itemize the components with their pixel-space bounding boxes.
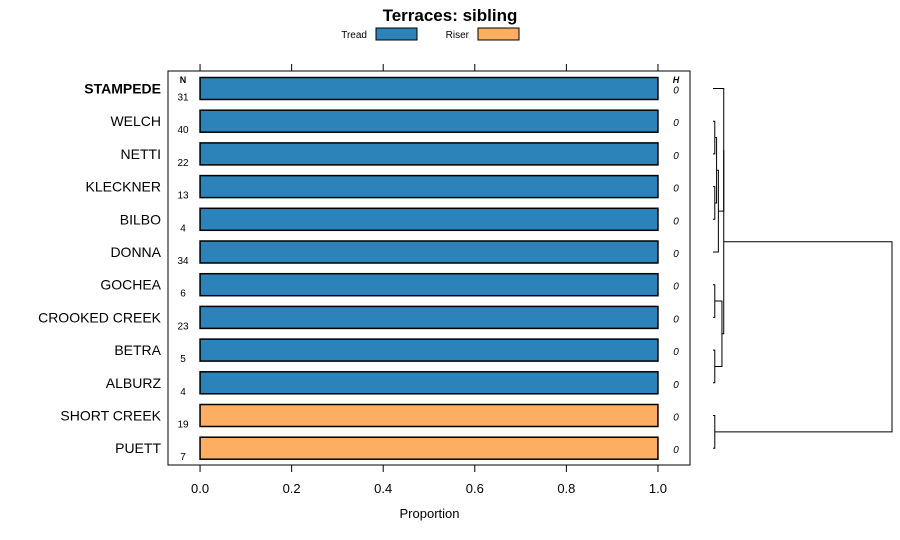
chart-title: Terraces: sibling (383, 6, 518, 25)
x-tick-label: 0.2 (283, 481, 301, 496)
bar-row: DONNA 34 0 (110, 240, 679, 267)
n-value: 13 (177, 191, 189, 202)
x-tick-label: 0.6 (466, 481, 484, 496)
n-value: 19 (177, 420, 189, 431)
legend-label-riser: Riser (446, 30, 470, 41)
bar-row: GOCHEA 6 0 (100, 272, 679, 300)
bar-row: WELCH 40 0 (110, 109, 679, 136)
plot-frame (167, 70, 691, 466)
h-value: 0 (673, 445, 679, 456)
bar-tread (199, 174, 659, 199)
n-value: 4 (180, 223, 186, 234)
dendrogram-branch (713, 186, 716, 220)
bar-row: NETTI 22 0 (121, 142, 679, 169)
bar-row: ALBURZ 4 0 (106, 371, 679, 398)
category-label: BETRA (114, 342, 161, 358)
category-label: ALBURZ (106, 375, 162, 391)
h-value: 0 (673, 86, 679, 97)
n-value: 5 (180, 354, 186, 365)
h-value: 0 (673, 216, 679, 227)
category-label: WELCH (110, 113, 161, 129)
n-value: 23 (177, 321, 189, 332)
bar-tread (199, 240, 659, 264)
dendrogram-branch (713, 415, 716, 449)
x-tick-label: 0.8 (557, 481, 575, 496)
category-label: CROOKED CREEK (38, 309, 162, 325)
n-value: 31 (177, 93, 189, 104)
dendrogram-branch (713, 120, 716, 155)
category-label: STAMPEDE (84, 81, 161, 97)
category-label: BILBO (120, 211, 161, 227)
dendrogram-branch (713, 169, 719, 253)
bar-rows: STAMPEDE310WELCH400NETTI220KLECKNER130BI… (38, 76, 679, 463)
n-value: 40 (177, 125, 189, 136)
bar-row: CROOKED CREEK 23 0 (38, 305, 679, 332)
bar-row: BETRA 5 0 (114, 338, 679, 365)
n-header: N (180, 75, 187, 85)
h-value: 0 (673, 413, 679, 424)
h-value: 0 (673, 151, 679, 162)
bar-tread (199, 371, 659, 395)
bar-riser (199, 403, 659, 428)
h-value: 0 (673, 249, 679, 260)
dendrogram-branch (721, 149, 725, 335)
legend-swatch-riser (477, 27, 520, 41)
dendrogram-branch (713, 284, 716, 318)
n-value: 7 (180, 452, 186, 463)
bar-tread (199, 272, 659, 297)
bar-tread (199, 207, 659, 232)
bar-row: BILBO 4 0 (120, 207, 679, 234)
h-value: 0 (673, 347, 679, 358)
h-value: 0 (673, 282, 679, 293)
bar-tread (199, 142, 659, 166)
n-value: 6 (180, 289, 186, 300)
legend-label-tread: Tread (341, 30, 367, 41)
bar-row: KLECKNER 13 0 (86, 174, 679, 202)
bar-tread (199, 305, 659, 330)
top-axis-ticks (199, 64, 659, 71)
dendrogram-branch (714, 241, 893, 433)
bar-row: STAMPEDE 31 0 (84, 76, 679, 104)
category-label: NETTI (121, 146, 161, 162)
bar-tread (199, 76, 659, 101)
x-axis: 0.0 0.2 0.4 0.6 0.8 1.0 (191, 465, 667, 496)
bar-row: SHORT CREEK 19 0 (60, 403, 679, 431)
category-label: DONNA (110, 244, 161, 260)
n-value: 4 (180, 387, 186, 398)
dendrogram-branch (714, 300, 723, 367)
bar-tread (199, 338, 659, 362)
h-value: 0 (673, 184, 679, 195)
h-value: 0 (673, 380, 679, 391)
bar-tread (199, 109, 659, 133)
x-axis-label: Proportion (400, 506, 460, 521)
legend: Tread Riser (341, 27, 520, 41)
x-tick-label: 1.0 (649, 481, 667, 496)
n-value: 34 (177, 256, 189, 267)
x-tick-label: 0.0 (191, 481, 209, 496)
dendrogram-branch (713, 349, 716, 384)
bar-riser (199, 436, 659, 460)
category-label: KLECKNER (86, 179, 161, 195)
h-value: 0 (673, 118, 679, 129)
category-label: GOCHEA (100, 277, 161, 293)
dendrogram (713, 88, 893, 449)
h-value: 0 (673, 314, 679, 325)
legend-swatch-tread (375, 27, 418, 41)
bar-row: PUETT 7 0 (115, 436, 679, 463)
category-label: PUETT (115, 440, 161, 456)
category-label: SHORT CREEK (60, 408, 161, 424)
h-header: H (673, 75, 680, 85)
x-tick-label: 0.4 (374, 481, 392, 496)
n-value: 22 (177, 158, 189, 169)
